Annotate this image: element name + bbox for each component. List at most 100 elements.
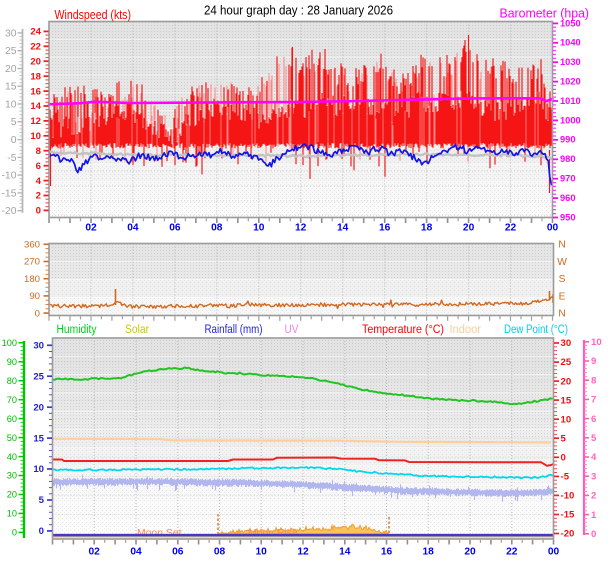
svg-text:Barometer (hpa): Barometer (hpa) (500, 6, 590, 21)
svg-text:6: 6 (36, 161, 41, 172)
svg-text:0: 0 (561, 453, 566, 464)
svg-text:20: 20 (561, 376, 572, 387)
svg-text:-15: -15 (561, 510, 576, 521)
svg-text:08: 08 (211, 222, 223, 233)
svg-text:14: 14 (339, 547, 351, 558)
svg-text:30: 30 (33, 341, 44, 352)
svg-text:1050: 1050 (560, 18, 581, 28)
svg-text:10: 10 (561, 414, 572, 425)
svg-text:25: 25 (33, 371, 44, 382)
svg-text:980: 980 (560, 154, 576, 164)
svg-text:270: 270 (24, 257, 40, 268)
svg-text:1030: 1030 (560, 57, 581, 67)
svg-text:950: 950 (560, 212, 576, 222)
svg-text:-10: -10 (1, 171, 16, 182)
svg-text:20: 20 (464, 547, 476, 558)
svg-text:7: 7 (591, 395, 596, 406)
svg-text:12: 12 (30, 116, 41, 127)
svg-text:5: 5 (561, 433, 567, 444)
svg-text:18: 18 (30, 71, 41, 82)
svg-text:8: 8 (36, 146, 42, 157)
svg-text:1020: 1020 (560, 77, 581, 87)
svg-text:6: 6 (591, 414, 596, 425)
svg-text:16: 16 (30, 86, 41, 97)
svg-text:S: S (559, 274, 566, 285)
svg-text:20: 20 (463, 222, 475, 233)
svg-text:0: 0 (12, 528, 17, 538)
svg-text:5: 5 (591, 433, 597, 444)
svg-text:04: 04 (130, 547, 142, 558)
svg-text:90: 90 (29, 291, 40, 302)
svg-text:14: 14 (30, 101, 41, 112)
svg-text:06: 06 (169, 222, 181, 233)
svg-text:10: 10 (7, 509, 17, 519)
svg-text:25: 25 (5, 46, 17, 57)
svg-text:8: 8 (591, 375, 597, 386)
svg-text:Solar: Solar (125, 322, 149, 336)
svg-text:12: 12 (295, 222, 307, 233)
svg-text:2: 2 (36, 191, 41, 202)
svg-text:40: 40 (7, 452, 17, 462)
svg-text:Dew Point (°C): Dew Point (°C) (504, 322, 568, 336)
svg-text:15: 15 (5, 82, 17, 93)
svg-text:20: 20 (5, 64, 17, 75)
svg-text:30: 30 (5, 28, 17, 39)
svg-text:-20: -20 (561, 529, 575, 540)
svg-text:990: 990 (560, 135, 576, 145)
svg-text:1010: 1010 (560, 96, 581, 106)
svg-text:24: 24 (30, 27, 41, 38)
svg-text:22: 22 (506, 547, 518, 558)
svg-text:20: 20 (7, 490, 17, 500)
svg-text:22: 22 (505, 222, 517, 233)
svg-text:30: 30 (7, 471, 17, 481)
svg-text:W: W (557, 257, 567, 268)
svg-text:Indoor: Indoor (450, 322, 482, 336)
svg-text:-10: -10 (561, 491, 575, 502)
svg-text:15: 15 (561, 395, 572, 406)
svg-text:10: 10 (256, 547, 268, 558)
svg-text:-20: -20 (1, 206, 16, 217)
svg-text:10: 10 (5, 99, 17, 110)
svg-text:5: 5 (11, 117, 17, 128)
svg-text:Temperature (°C): Temperature (°C) (362, 322, 444, 336)
svg-text:15: 15 (33, 433, 44, 444)
svg-text:24 hour graph day : 28 January: 24 hour graph day : 28 January 2026 (204, 3, 393, 18)
svg-text:04: 04 (127, 222, 139, 233)
svg-text:360: 360 (24, 240, 40, 251)
svg-text:25: 25 (561, 357, 572, 368)
svg-text:0: 0 (591, 529, 596, 540)
svg-text:Rainfall (mm): Rainfall (mm) (205, 322, 263, 336)
svg-text:Moon Rise: Moon Rise (248, 528, 298, 539)
svg-text:180: 180 (24, 274, 40, 285)
svg-text:5: 5 (39, 495, 45, 506)
svg-text:12: 12 (297, 547, 309, 558)
svg-text:3: 3 (591, 471, 596, 482)
svg-text:10: 10 (253, 222, 265, 233)
svg-text:70: 70 (7, 395, 17, 405)
svg-text:UV: UV (285, 322, 300, 336)
svg-text:30: 30 (561, 338, 572, 349)
svg-text:20: 20 (30, 56, 41, 67)
svg-text:960: 960 (560, 193, 576, 203)
svg-text:10: 10 (33, 464, 44, 475)
svg-text:16: 16 (379, 222, 391, 233)
svg-text:Humidity: Humidity (57, 322, 98, 336)
svg-text:N: N (558, 309, 565, 320)
svg-text:1000: 1000 (560, 115, 581, 125)
svg-text:22: 22 (30, 42, 41, 53)
svg-text:0: 0 (39, 526, 44, 537)
svg-text:18: 18 (423, 547, 435, 558)
svg-text:E: E (559, 291, 566, 302)
svg-text:80: 80 (7, 376, 17, 386)
svg-text:4: 4 (591, 452, 597, 463)
svg-text:-5: -5 (561, 472, 570, 483)
svg-text:10: 10 (591, 337, 602, 348)
svg-text:50: 50 (7, 433, 17, 443)
svg-text:02: 02 (85, 222, 97, 233)
svg-text:10: 10 (30, 131, 41, 142)
svg-text:02: 02 (89, 547, 101, 558)
svg-text:Windspeed (kts): Windspeed (kts) (55, 7, 132, 22)
svg-text:00: 00 (548, 547, 560, 558)
svg-text:08: 08 (214, 547, 226, 558)
svg-text:-5: -5 (7, 153, 16, 164)
